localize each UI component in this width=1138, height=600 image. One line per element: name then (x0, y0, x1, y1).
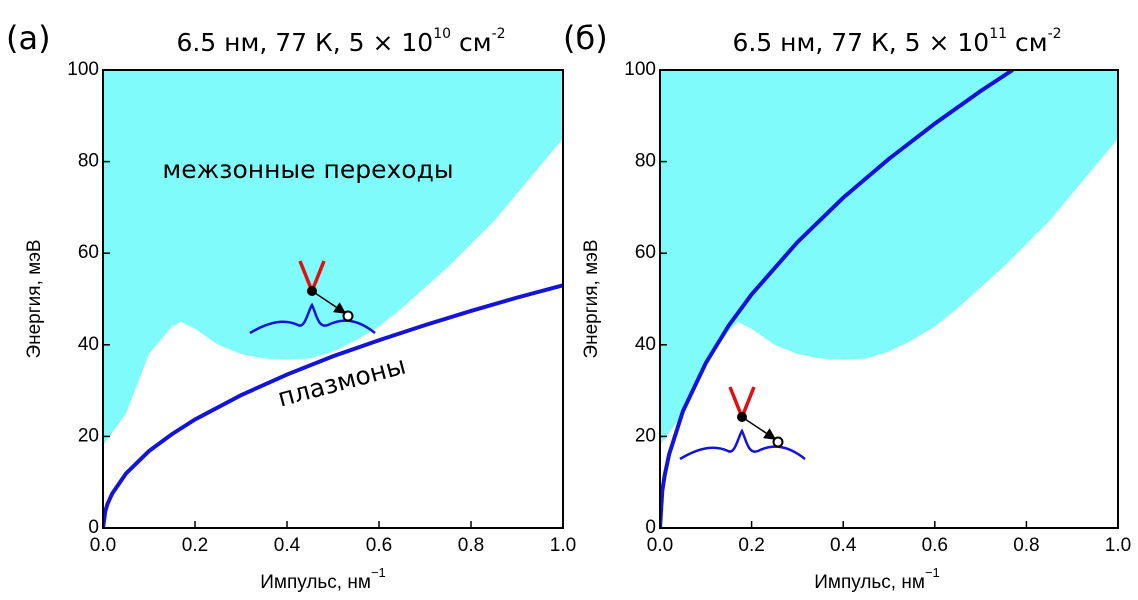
x-tick-label: 0.6 (922, 535, 948, 556)
inset-electron (737, 412, 747, 422)
y-tick-label: 60 (78, 242, 99, 263)
region-annotation: межзонные переходы (162, 155, 453, 184)
y-tick-label: 0 (645, 517, 656, 538)
title-superscript: 10 (433, 26, 451, 42)
x-tick-label: 0.2 (738, 535, 764, 556)
plasmon-curve (660, 70, 1014, 528)
inset-electron (307, 286, 317, 296)
y-tick-label: 40 (635, 334, 656, 355)
x-label-part: Импульс, нм (260, 572, 371, 593)
y-tick-label: 20 (78, 425, 99, 446)
x-tick-label: 0.0 (647, 535, 673, 556)
title-part: см (451, 28, 492, 57)
inset-arrow (741, 416, 777, 440)
plasmon-curve (103, 283, 563, 528)
x-tick-label: 1.0 (550, 535, 576, 556)
y-tick-label: 0 (88, 517, 99, 538)
title-part: см (1007, 28, 1048, 57)
chart-title: 6.5 нм, 77 К, 5 × 1010 см-2 (176, 26, 505, 57)
curve-annotation: плазмоны (275, 351, 409, 413)
x-axis-label: Импульс, нм−1 (260, 565, 386, 593)
x-tick-label: 0.4 (274, 535, 301, 556)
title-superscript: 11 (989, 26, 1007, 42)
x-tick-label: 0.4 (830, 535, 857, 556)
x-tick-label: 0.2 (182, 535, 208, 556)
panel-label: (а) (6, 19, 51, 57)
inset-wave (679, 428, 806, 461)
x-label-superscript: −1 (925, 565, 940, 580)
y-tick-label: 60 (635, 242, 656, 263)
x-label-superscript: −1 (371, 565, 386, 580)
y-tick-label: 40 (78, 334, 99, 355)
interband-region (103, 70, 563, 446)
axes-frame (659, 69, 1119, 529)
inset-hole (342, 310, 354, 322)
plot-area (103, 70, 563, 528)
x-label-part: Импульс, нм (814, 572, 925, 593)
y-tick-label: 80 (78, 151, 99, 172)
inset-arrow (311, 290, 347, 314)
y-tick-label: 80 (635, 151, 656, 172)
inset-hole (772, 436, 784, 448)
title-superscript: -2 (492, 26, 506, 42)
y-tick-label: 20 (635, 425, 656, 446)
x-tick-label: 0.0 (90, 535, 116, 556)
x-axis-label: Импульс, нм−1 (814, 565, 940, 593)
x-tick-label: 0.8 (458, 535, 484, 556)
inset-wave (249, 302, 376, 335)
title-superscript: -2 (1048, 26, 1062, 42)
y-tick-label: 100 (624, 59, 656, 80)
y-tick-label: 100 (67, 59, 99, 80)
x-tick-label: 0.6 (366, 535, 392, 556)
x-tick-label: 0.8 (1013, 535, 1039, 556)
panel-label: (б) (563, 19, 608, 57)
title-part: 6.5 нм, 77 К, 5 × 10 (732, 28, 989, 57)
axes-frame (102, 69, 564, 529)
y-axis-label: Энергия, мэВ (24, 239, 45, 358)
title-part: 6.5 нм, 77 К, 5 × 10 (176, 28, 433, 57)
inset-diagram (679, 386, 806, 461)
y-axis-label: Энергия, мэВ (581, 239, 602, 358)
plot-area (660, 70, 1118, 528)
interband-region (660, 70, 1118, 446)
inset-diagram (249, 260, 376, 335)
chart-title: 6.5 нм, 77 К, 5 × 1011 см-2 (732, 26, 1061, 57)
x-tick-label: 1.0 (1105, 535, 1131, 556)
